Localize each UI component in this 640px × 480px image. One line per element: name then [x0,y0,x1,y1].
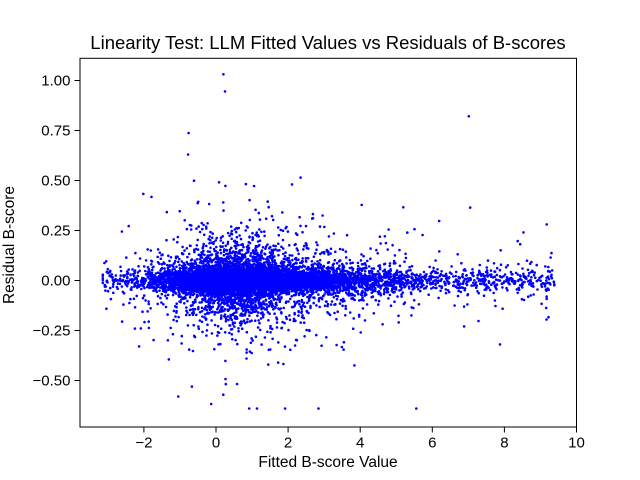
svg-text:−2: −2 [135,435,152,452]
svg-text:0: 0 [212,435,220,452]
svg-text:Linearity Test: LLM Fitted Val: Linearity Test: LLM Fitted Values vs Res… [90,32,565,53]
svg-text:−0.25: −0.25 [33,323,71,340]
svg-text:0.50: 0.50 [41,173,70,190]
svg-text:2: 2 [284,435,292,452]
svg-text:1.00: 1.00 [41,73,70,90]
svg-text:−0.50: −0.50 [33,373,71,390]
svg-text:8: 8 [500,435,508,452]
svg-text:0.75: 0.75 [41,123,70,140]
svg-text:4: 4 [356,435,364,452]
svg-text:0.00: 0.00 [41,273,70,290]
svg-text:0.25: 0.25 [41,223,70,240]
svg-text:10: 10 [568,435,585,452]
svg-text:Fitted B-score Value: Fitted B-score Value [258,454,397,471]
svg-text:Residual B-score: Residual B-score [1,186,18,304]
svg-text:6: 6 [428,435,436,452]
